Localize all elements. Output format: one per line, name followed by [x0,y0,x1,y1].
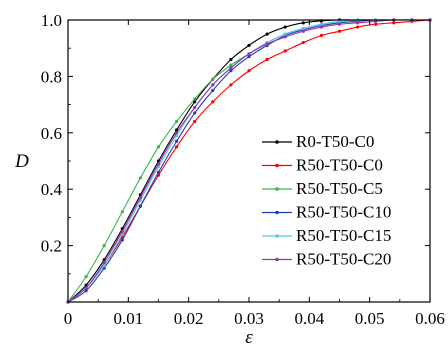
data-point [211,88,215,93]
data-point [283,49,287,53]
legend-label: R0-T50-C0 [296,132,374,151]
data-point [301,29,305,33]
data-point [211,100,215,104]
data-point [283,32,287,36]
data-point [156,145,161,149]
data-point [301,26,305,31]
data-point [265,57,269,62]
data-point [84,289,88,293]
y-tick-label: 0.8 [41,67,62,86]
legend-label: R50-T50-C0 [296,156,383,175]
data-point [193,105,197,110]
legend-label: R50-T50-C15 [296,226,391,245]
data-point [84,286,88,290]
data-point [229,63,233,67]
legend-item: R0-T50-C0 [262,132,374,151]
x-tick-label: 0.02 [174,309,204,328]
data-point [392,21,396,25]
data-point [247,43,251,47]
data-point [211,77,215,81]
legend-marker [275,163,279,168]
y-tick-label: 0.2 [41,237,62,256]
data-point [356,25,360,29]
data-point [175,139,179,143]
y-tick-label: 0.6 [41,124,62,143]
axes: 0 0.01 0.02 0.03 0.04 0.05 0.06 0.2 0.4 0.6 0.8 1.0 [41,11,445,328]
data-point [156,170,161,174]
legend-item: R50-T50-C0 [262,156,383,175]
legend-item: R50-T50-C5 [262,179,383,198]
data-point [301,21,305,25]
data-point [193,119,197,124]
legend-item: R50-T50-C10 [262,203,391,222]
legend-marker [275,257,279,262]
data-point [193,97,197,101]
data-point [156,162,161,166]
data-point [374,22,378,26]
data-point [138,196,142,200]
legend-label: R50-T50-C10 [296,203,391,222]
data-point [247,55,251,59]
legend-marker [275,187,279,191]
y-axis-label: D [14,151,29,172]
data-point [319,25,323,29]
data-point [301,40,305,45]
data-point [193,111,197,115]
data-point [337,22,342,26]
legend-item: R50-T50-C20 [262,250,391,269]
legend: R0-T50-C0 R50-T50-C0 R50-T50-C5 R50-T50-C10… [262,132,391,269]
legend-marker [275,140,279,144]
series-5 [66,18,432,304]
data-point [229,57,233,62]
data-point [138,204,142,208]
x-tick-label: 0.01 [113,309,143,328]
data-point [247,69,251,73]
data-point [175,119,179,124]
data-point [374,19,378,24]
data-point [211,83,215,87]
x-tick-label: 0.04 [294,309,324,328]
data-point [120,229,124,234]
x-tick-label: 0.05 [355,309,385,328]
x-tick-label: 0.06 [415,309,445,328]
legend-marker [275,210,279,215]
data-point [319,33,323,38]
legend-label: R50-T50-C20 [296,250,391,269]
data-point [102,260,106,265]
x-axis-label: ε [245,327,253,348]
y-tick-label: 0.4 [41,180,63,199]
data-point [283,25,287,29]
data-point [138,176,142,180]
data-point [229,69,233,73]
data-point [175,145,179,149]
data-point [337,29,342,33]
data-point [229,66,233,70]
data-point [120,210,124,214]
x-tick-label: 0.03 [234,309,264,328]
y-tick-label: 1.0 [41,11,62,30]
data-point [102,244,106,248]
legend-marker [275,234,279,238]
x-tick-label: 0 [64,309,73,328]
legend-item: R50-T50-C15 [262,226,391,245]
data-point [84,275,88,279]
data-point [356,21,360,25]
data-point [229,83,233,87]
data-point [319,22,323,26]
data-point [247,52,251,56]
data-point [265,32,269,36]
data-point [120,238,124,242]
legend-label: R50-T50-C5 [296,179,383,198]
data-point [265,42,269,46]
data-point [193,100,197,104]
data-point [84,283,88,287]
data-point [337,19,342,24]
data-point [175,131,179,135]
data-point [283,35,287,39]
